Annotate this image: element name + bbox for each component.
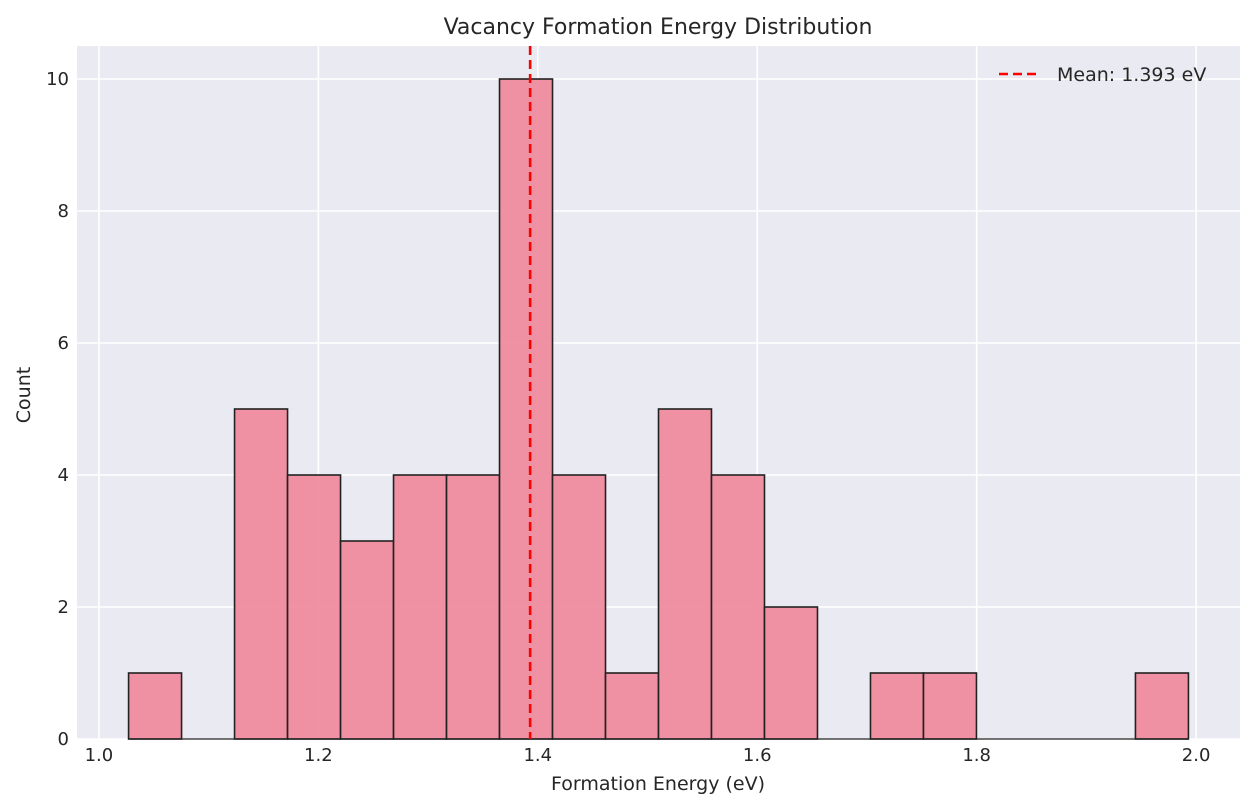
y-tick-label: 8 [58, 201, 69, 222]
histogram-bar [869, 672, 925, 740]
y-tick-label: 2 [58, 597, 69, 618]
x-tick-label: 1.0 [85, 745, 114, 766]
histogram-bar [922, 672, 978, 740]
tick-labels: 1.0 1.2 1.4 1.6 1.8 2.0 0 2 4 6 8 10 [46, 69, 1210, 766]
histogram-bar [1134, 672, 1190, 740]
histogram-bar [445, 474, 501, 740]
histogram-bar [763, 606, 819, 740]
x-tick-label: 1.6 [743, 745, 772, 766]
x-tick-label: 2.0 [1182, 745, 1211, 766]
histogram-bar [710, 474, 766, 740]
y-tick-label: 0 [58, 729, 69, 750]
y-axis-label: Count [13, 367, 35, 423]
legend-mean-label: Mean: 1.393 eV [1057, 64, 1206, 86]
y-tick-label: 4 [58, 465, 69, 486]
histogram-bar [604, 672, 660, 740]
y-tick-label: 6 [58, 333, 69, 354]
histogram-bar [127, 672, 183, 740]
histogram-bar [286, 474, 342, 740]
y-tick-label: 10 [46, 69, 69, 90]
histogram-bar [339, 540, 395, 740]
x-tick-label: 1.2 [304, 745, 333, 766]
histogram-bars [127, 78, 1190, 740]
histogram-bar [657, 408, 713, 740]
histogram-bar [551, 474, 607, 740]
histogram-bar [233, 408, 289, 740]
x-tick-label: 1.4 [523, 745, 552, 766]
histogram-bar [392, 474, 448, 740]
x-tick-label: 1.8 [962, 745, 991, 766]
x-axis-label: Formation Energy (eV) [551, 773, 765, 795]
histogram-bar [498, 78, 554, 740]
chart-title: Vacancy Formation Energy Distribution [444, 15, 873, 40]
legend: Mean: 1.393 eV [999, 64, 1206, 86]
